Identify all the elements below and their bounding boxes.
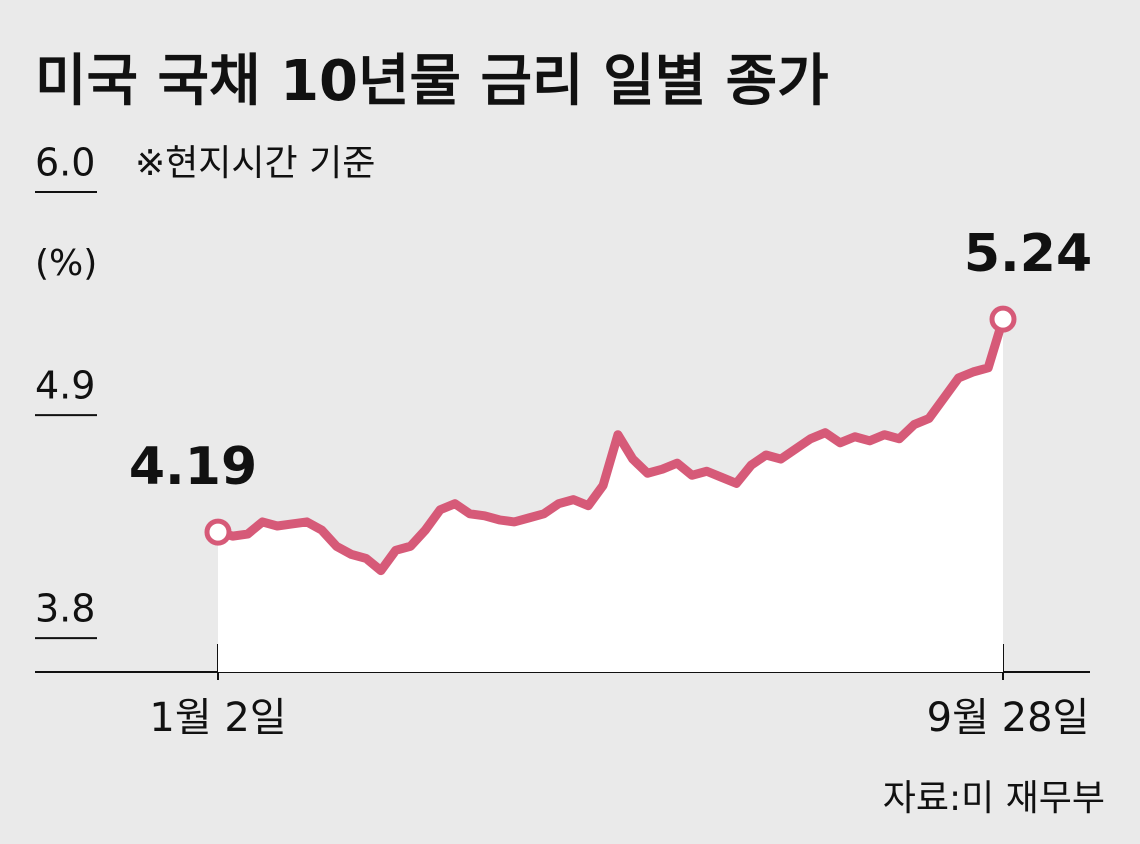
end-marker (204, 518, 232, 546)
y-axis-label: (%) (35, 243, 97, 284)
subtitle: ※현지시간 기준 (135, 143, 375, 184)
x-tick-label: 9월 28일 (927, 695, 1090, 741)
y-tick-label: 6.0 (35, 141, 95, 185)
data-label: 5.24 (964, 224, 1092, 284)
data-label: 4.19 (129, 437, 257, 497)
y-tick-label: 4.9 (35, 364, 95, 408)
line (213, 314, 1008, 576)
y-tick-label: 3.8 (35, 587, 95, 631)
chart-title: 미국 국채 10년물 금리 일별 종가 (35, 49, 829, 114)
area (218, 319, 1003, 672)
source: 자료:미 재무부 (883, 778, 1105, 819)
end-marker (989, 305, 1017, 333)
x-tick-label: 1월 2일 (149, 695, 286, 741)
